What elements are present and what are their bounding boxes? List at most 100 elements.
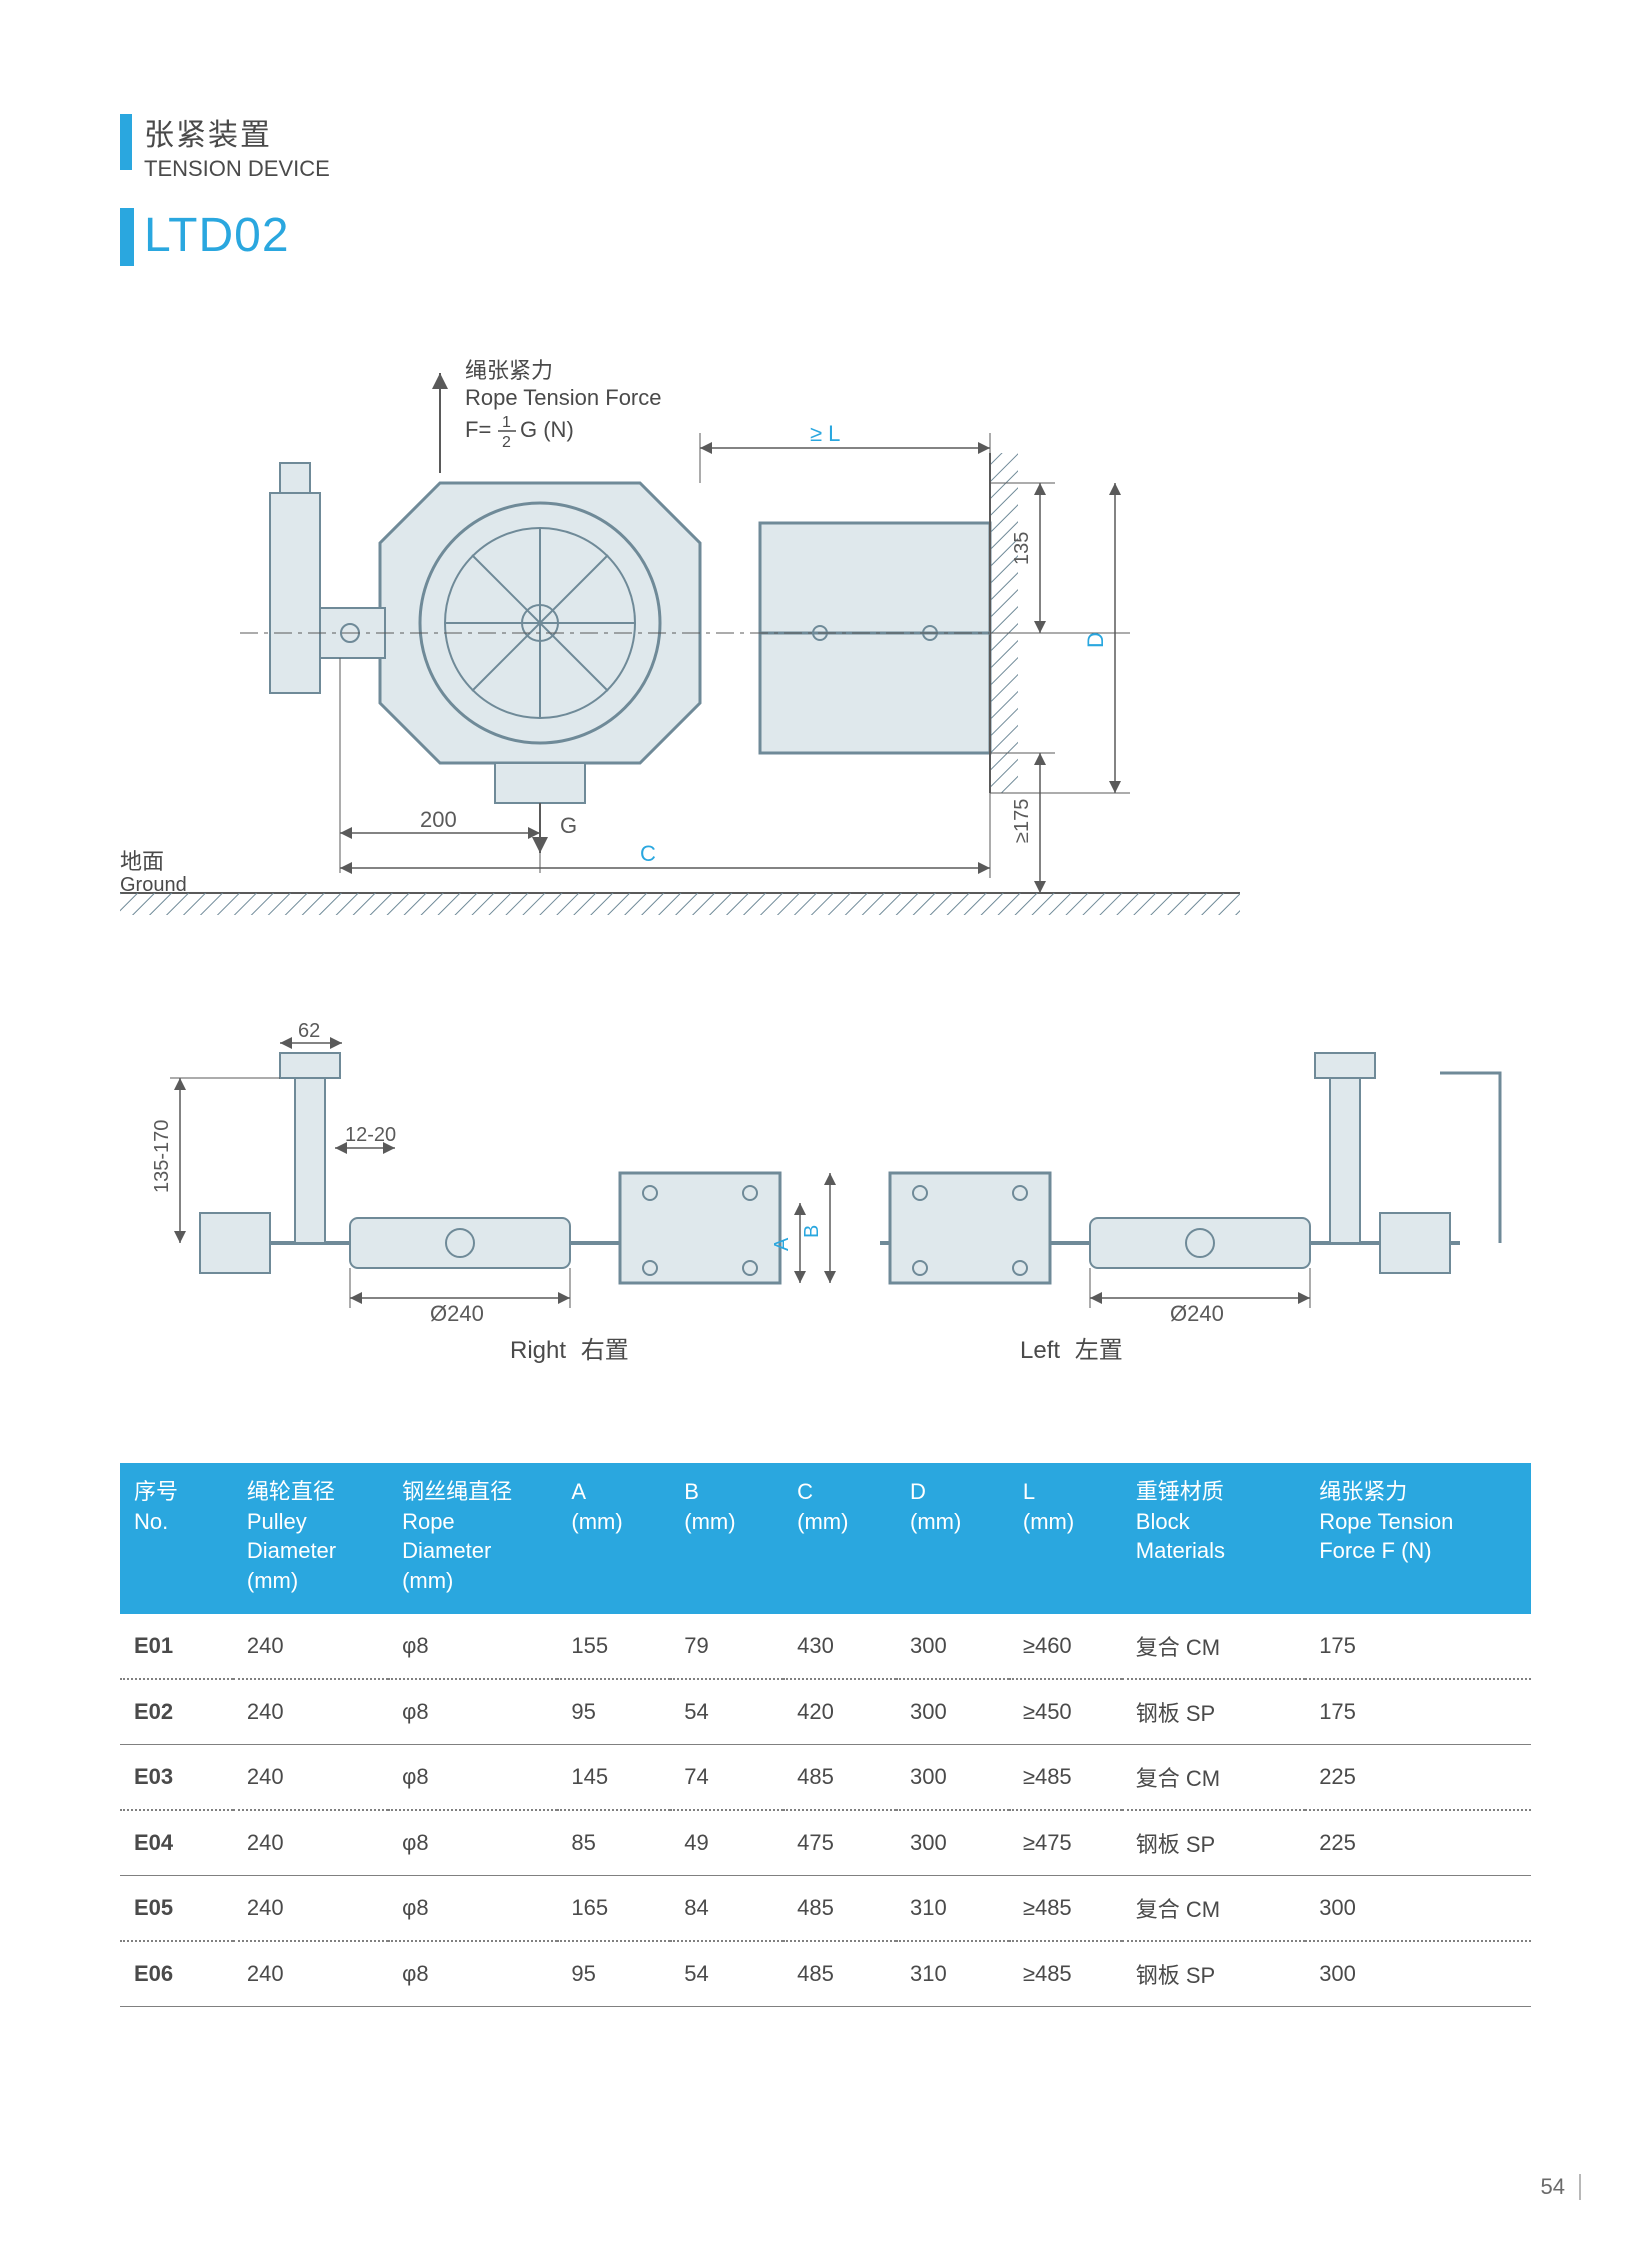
dim-200: 200: [420, 807, 457, 832]
table-cell: 79: [670, 1614, 783, 1679]
dim-l: ≥ L: [810, 421, 840, 446]
table-row: E02240φ89554420300≥450钢板 SP175: [120, 1679, 1531, 1745]
spec-table: 序号No.绳轮直径PulleyDiameter(mm)钢丝绳直径RopeDiam…: [120, 1463, 1531, 2007]
table-cell: 430: [783, 1614, 896, 1679]
table-header-cell: 钢丝绳直径RopeDiameter(mm): [388, 1463, 557, 1614]
table-cell: ≥475: [1009, 1810, 1122, 1876]
table-cell: 复合 CM: [1122, 1875, 1305, 1941]
table-cell: 300: [896, 1614, 1009, 1679]
title-english: TENSION DEVICE: [144, 156, 1531, 182]
table-header-cell: B(mm): [670, 1463, 783, 1614]
table-header-cell: 绳张紧力Rope TensionForce F (N): [1305, 1463, 1531, 1614]
formula-top: 1: [502, 414, 511, 431]
formula-suffix: G (N): [520, 417, 574, 442]
table-cell: φ8: [388, 1875, 557, 1941]
svg-text:Left 左置: Left 左置: [1020, 1337, 1123, 1364]
model-code: LTD02: [144, 208, 1531, 263]
table-cell: 84: [670, 1875, 783, 1941]
table-cell: 54: [670, 1679, 783, 1745]
table-cell: E02: [120, 1679, 233, 1745]
dim-62: 62: [298, 1020, 320, 1042]
table-cell: 95: [557, 1941, 670, 2007]
table-cell: 49: [670, 1810, 783, 1876]
table-cell: φ8: [388, 1810, 557, 1876]
table-cell: 74: [670, 1744, 783, 1810]
table-cell: 485: [783, 1744, 896, 1810]
table-header-row: 序号No.绳轮直径PulleyDiameter(mm)钢丝绳直径RopeDiam…: [120, 1463, 1531, 1614]
table-cell: E03: [120, 1744, 233, 1810]
table-cell: ≥460: [1009, 1614, 1122, 1679]
table-header-cell: 重锤材质BlockMaterials: [1122, 1463, 1305, 1614]
table-row: E04240φ88549475300≥475钢板 SP225: [120, 1810, 1531, 1876]
table-cell: φ8: [388, 1941, 557, 2007]
table-cell: 175: [1305, 1614, 1531, 1679]
right-en: Right: [510, 1337, 566, 1364]
table-header-cell: C(mm): [783, 1463, 896, 1614]
label-g: G: [560, 813, 577, 838]
rope-tension-en: Rope Tension Force: [465, 385, 662, 410]
model-block: LTD02: [120, 208, 1531, 263]
formula-bot: 2: [502, 434, 511, 451]
table-cell: φ8: [388, 1744, 557, 1810]
table-cell: 420: [783, 1679, 896, 1745]
table-cell: 钢板 SP: [1122, 1679, 1305, 1745]
table-row: E01240φ815579430300≥460复合 CM175: [120, 1614, 1531, 1679]
table-header-cell: A(mm): [557, 1463, 670, 1614]
svg-text:Right 右置: Right 右置: [510, 1337, 629, 1364]
table-cell: E05: [120, 1875, 233, 1941]
table-cell: E06: [120, 1941, 233, 2007]
table-cell: 240: [233, 1744, 388, 1810]
table-header-cell: L(mm): [1009, 1463, 1122, 1614]
table-row: E05240φ816584485310≥485复合 CM300: [120, 1875, 1531, 1941]
dim-d: D: [1083, 632, 1108, 648]
dim-12-20: 12-20: [345, 1124, 396, 1146]
table-cell: ≥450: [1009, 1679, 1122, 1745]
table-cell: 240: [233, 1810, 388, 1876]
dim-b: B: [801, 1225, 823, 1238]
dim-135-170: 135-170: [151, 1120, 173, 1193]
table-row: E03240φ814574485300≥485复合 CM225: [120, 1744, 1531, 1810]
table-cell: 155: [557, 1614, 670, 1679]
left-cn: 左置: [1075, 1337, 1123, 1364]
table-cell: 175: [1305, 1679, 1531, 1745]
table-cell: φ8: [388, 1614, 557, 1679]
table-cell: 300: [1305, 1875, 1531, 1941]
dim-a: A: [771, 1237, 793, 1251]
rope-tension-cn: 绳张紧力: [465, 358, 553, 383]
table-cell: 300: [1305, 1941, 1531, 2007]
table-cell: 225: [1305, 1744, 1531, 1810]
table-cell: 复合 CM: [1122, 1744, 1305, 1810]
table-cell: E04: [120, 1810, 233, 1876]
table-cell: 225: [1305, 1810, 1531, 1876]
table-cell: 485: [783, 1941, 896, 2007]
table-cell: 240: [233, 1679, 388, 1745]
accent-bar-icon: [120, 208, 134, 266]
table-cell: 钢板 SP: [1122, 1941, 1305, 2007]
table-cell: 复合 CM: [1122, 1614, 1305, 1679]
table-cell: E01: [120, 1614, 233, 1679]
left-en: Left: [1020, 1337, 1060, 1364]
ground-cn: 地面: [120, 849, 164, 874]
table-cell: ≥485: [1009, 1875, 1122, 1941]
dim-c: C: [640, 841, 656, 866]
table-cell: 165: [557, 1875, 670, 1941]
dim-175: ≥175: [1011, 799, 1033, 843]
table-cell: 145: [557, 1744, 670, 1810]
catalog-page: 张紧装置 TENSION DEVICE LTD02: [0, 0, 1651, 2260]
table-cell: ≥485: [1009, 1941, 1122, 2007]
table-cell: φ8: [388, 1679, 557, 1745]
table-cell: 300: [896, 1744, 1009, 1810]
dim-phi240-l: Ø240: [1170, 1301, 1224, 1326]
table-cell: 240: [233, 1875, 388, 1941]
formula-prefix: F=: [465, 417, 491, 442]
bottom-diagram: 62 135-170 12-20 Ø240 A B: [120, 1013, 1531, 1373]
table-row: E06240φ89554485310≥485钢板 SP300: [120, 1941, 1531, 2007]
table-header-cell: 序号No.: [120, 1463, 233, 1614]
table-cell: 85: [557, 1810, 670, 1876]
table-cell: 310: [896, 1941, 1009, 2007]
table-cell: ≥485: [1009, 1744, 1122, 1810]
table-cell: 300: [896, 1679, 1009, 1745]
table-cell: 475: [783, 1810, 896, 1876]
title-block: 张紧装置 TENSION DEVICE: [120, 110, 1531, 182]
table-cell: 240: [233, 1941, 388, 2007]
